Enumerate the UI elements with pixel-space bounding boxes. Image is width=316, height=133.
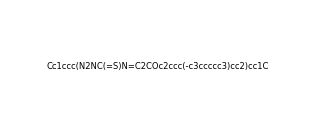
Text: Cc1ccc(N2NC(=S)N=C2COc2ccc(-c3ccccc3)cc2)cc1C: Cc1ccc(N2NC(=S)N=C2COc2ccc(-c3ccccc3)cc2… [47,62,269,71]
